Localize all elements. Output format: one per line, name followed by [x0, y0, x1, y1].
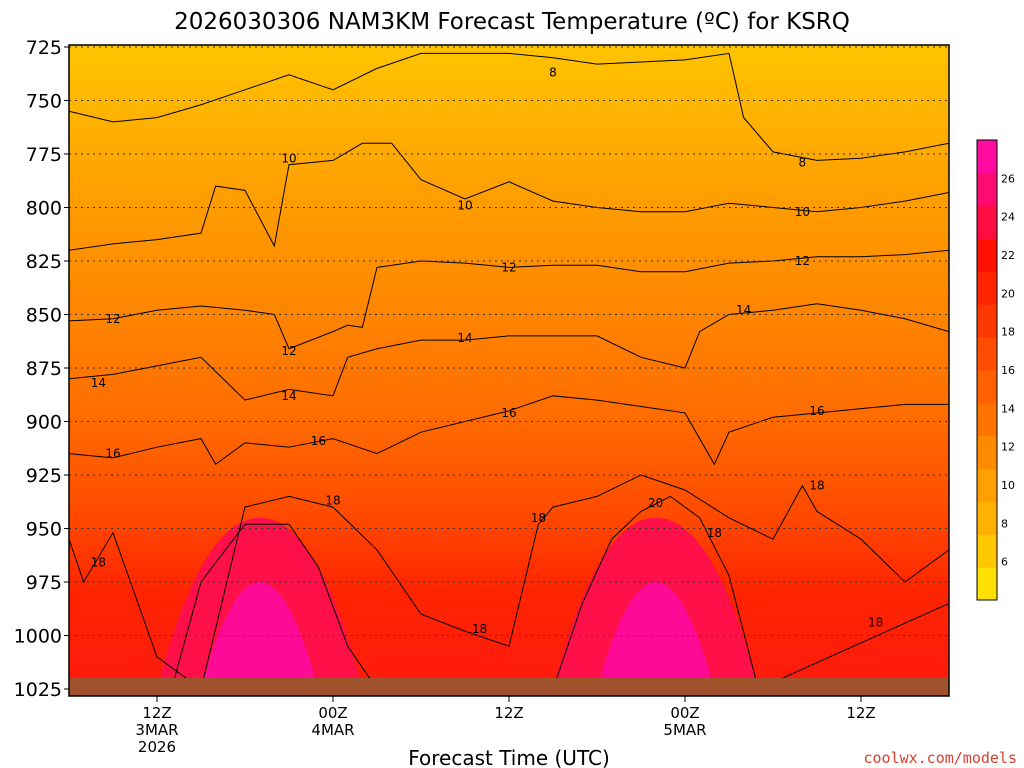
x-tick-label-0-1: 3MAR — [135, 721, 178, 739]
colorbar-segment-2 — [977, 501, 997, 535]
x-tick-label-4-0: 12Z — [846, 704, 875, 722]
warm-lobe-inner-1 — [597, 582, 715, 689]
contour-line-20 — [171, 495, 949, 690]
contour-line-14 — [69, 303, 949, 401]
colorbar-label-8: 8 — [1001, 517, 1008, 530]
contour-label-18-2: 18 — [531, 511, 546, 525]
y-tick-label-975: 975 — [26, 572, 62, 594]
contour-label-16-2: 16 — [501, 406, 516, 420]
contour-line-12 — [69, 249, 949, 350]
colorbar-label-24: 24 — [1001, 211, 1015, 224]
y-tick-label-900: 900 — [26, 412, 62, 434]
colorbar-label-16: 16 — [1001, 364, 1015, 377]
y-tick-label-775: 775 — [26, 144, 62, 166]
contour-label-10-1: 10 — [457, 198, 472, 212]
colorbar-label-12: 12 — [1001, 441, 1015, 454]
contour-line-8 — [69, 52, 949, 161]
y-tick-label-875: 875 — [26, 358, 62, 380]
contour-label-18-4: 18 — [707, 526, 722, 540]
contour-label-16-3: 16 — [809, 404, 824, 418]
colorbar-label-10: 10 — [1001, 479, 1015, 492]
colorbar-label-20: 20 — [1001, 287, 1015, 300]
contour-label-18-3: 18 — [472, 622, 487, 636]
contour-label-16-1: 16 — [311, 434, 326, 448]
colorbar-segment-8 — [977, 304, 997, 338]
contour-label-20-0: 20 — [648, 496, 663, 510]
contour-label-12-1: 12 — [281, 344, 296, 358]
warm-lobe-inner-0 — [201, 582, 319, 689]
contour-label-14-2: 14 — [457, 331, 472, 345]
y-tick-label-1025: 1025 — [14, 679, 62, 701]
credit-link[interactable]: coolwx.com/models — [863, 749, 1017, 767]
colorbar-segment-3 — [977, 468, 997, 502]
chart-title: 2026030306 NAM3KM Forecast Temperature (… — [174, 9, 850, 35]
contour-labels: 8 8 10 10 10 12 12 12 12 14 14 14 14 16 16 16 16 18 18 18 18… — [91, 66, 884, 636]
y-tick-label-950: 950 — [26, 519, 62, 541]
pressure-gridlines — [69, 46, 949, 636]
contour-label-8-0: 8 — [549, 66, 557, 80]
colorbar-segment-10 — [977, 238, 997, 272]
colorbar-frame — [976, 139, 998, 601]
x-tick-label-2-0: 12Z — [494, 704, 523, 722]
contour-label-12-0: 12 — [105, 312, 120, 326]
colorbar-segment-1 — [977, 534, 997, 568]
colorbar-label-22: 22 — [1001, 249, 1015, 262]
y-tick-label-725: 725 — [26, 37, 62, 59]
colorbar-segment-12 — [977, 172, 997, 207]
x-tick-label-1-0: 00Z — [318, 704, 347, 722]
contour-label-12-2: 12 — [501, 260, 516, 274]
contour-line-10 — [69, 142, 949, 251]
colorbar-label-26: 26 — [1001, 172, 1015, 185]
contour-label-12-3: 12 — [795, 254, 810, 268]
colorbar-label-6: 6 — [1001, 556, 1008, 569]
x-tick-label-3-1: 5MAR — [663, 721, 706, 739]
colorbar-segment-11 — [977, 205, 997, 240]
contour-label-18-5: 18 — [809, 479, 824, 493]
colorbar-segment-6 — [977, 370, 997, 404]
x-tick-label-3-0: 00Z — [670, 704, 699, 722]
colorbar: 6 8 10 12 14 16 18 20 22 24 26 — [976, 139, 1015, 601]
colorbar-label-14: 14 — [1001, 402, 1015, 415]
y-axis: 725 750 775 800 825 850 875 900 925 950 975 1000 102… — [14, 37, 69, 701]
colorbar-segment-0 — [977, 567, 997, 601]
contour-label-14-1: 14 — [281, 389, 296, 403]
contour-label-18-0: 18 — [91, 556, 106, 570]
y-tick-label-825: 825 — [26, 251, 62, 273]
plot-area — [69, 45, 949, 696]
colorbar-segment-7 — [977, 337, 997, 371]
colorbar-segment-9 — [977, 271, 997, 305]
contour-line-16 — [69, 395, 949, 466]
y-tick-label-1000: 1000 — [14, 626, 62, 648]
colorbar-segment-13 — [977, 140, 997, 174]
colorbar-segment-5 — [977, 402, 997, 437]
contour-label-18-1: 18 — [325, 494, 340, 508]
x-tick-label-0-0: 12Z — [142, 704, 171, 722]
y-tick-label-925: 925 — [26, 465, 62, 487]
y-tick-label-750: 750 — [26, 91, 62, 113]
contour-label-16-0: 16 — [105, 447, 120, 461]
x-axis-label: Forecast Time (UTC) — [408, 746, 610, 768]
y-tick-label-800: 800 — [26, 198, 62, 220]
colorbar-label-18: 18 — [1001, 326, 1015, 339]
ground-layer — [69, 678, 949, 696]
contour-label-10-0: 10 — [281, 151, 296, 165]
contour-label-18-6: 18 — [868, 616, 883, 630]
y-tick-label-850: 850 — [26, 305, 62, 327]
x-tick-label-1-1: 4MAR — [311, 721, 354, 739]
contour-label-8-1: 8 — [799, 156, 807, 170]
colorbar-segment-4 — [977, 435, 997, 470]
x-tick-label-0-2: 2026 — [138, 738, 176, 756]
contour-label-14-3: 14 — [736, 303, 751, 317]
contour-label-10-2: 10 — [795, 205, 810, 219]
contour-label-14-0: 14 — [91, 376, 106, 390]
